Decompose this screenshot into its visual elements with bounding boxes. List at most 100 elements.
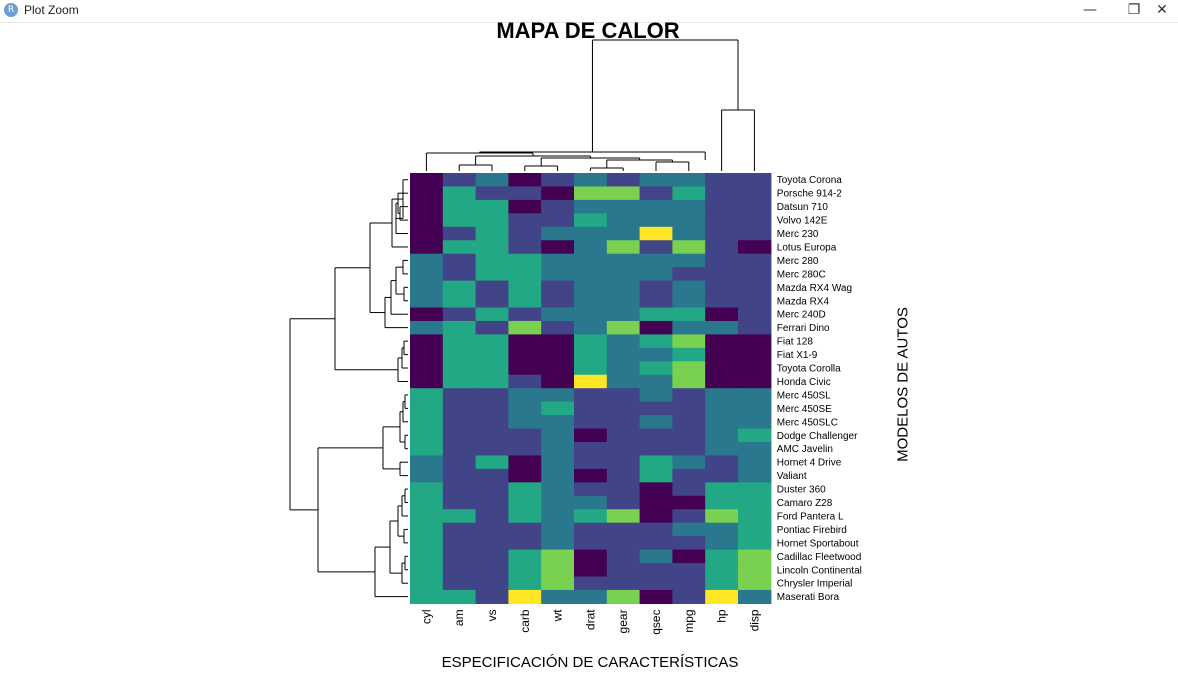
heatmap-cell — [475, 576, 509, 591]
heatmap-cell — [672, 401, 706, 416]
heatmap-cell — [738, 253, 772, 268]
heatmap-cell — [738, 509, 772, 524]
heatmap-cell — [541, 522, 575, 537]
heatmap-cell — [541, 240, 575, 255]
heatmap-cell — [541, 401, 575, 416]
heatmap-cell — [574, 482, 608, 497]
row-label: Merc 240D — [777, 310, 826, 321]
heatmap-cell — [442, 294, 477, 309]
heatmap-cell — [606, 482, 641, 497]
row-label: Cadillac Fleetwood — [777, 552, 862, 563]
heatmap-cell — [541, 509, 575, 524]
heatmap-cell — [410, 536, 444, 551]
heatmap-cell — [639, 240, 673, 255]
column-label: carb — [518, 609, 532, 633]
heatmap-cell — [738, 186, 772, 201]
heatmap-cell — [738, 374, 772, 389]
heatmap-cell — [705, 455, 739, 470]
heatmap-cell — [738, 549, 772, 564]
heatmap-cell — [705, 388, 739, 403]
heatmap-cell — [574, 388, 608, 403]
heatmap-cell — [639, 347, 673, 362]
close-button[interactable]: ✕ — [1156, 2, 1168, 18]
heatmap-cell — [508, 536, 542, 551]
heatmap-cell — [639, 388, 673, 403]
row-label: Toyota Corona — [777, 175, 842, 186]
heatmap-cell — [705, 468, 739, 483]
heatmap-cell — [410, 253, 444, 268]
heatmap-cell — [574, 199, 608, 214]
heatmap-cell — [442, 267, 477, 282]
heatmap-cell — [442, 307, 477, 322]
restore-button[interactable]: ❐ — [1127, 2, 1141, 18]
heatmap-cell — [574, 226, 608, 241]
heatmap-cell — [442, 401, 477, 416]
heatmap-cell — [738, 240, 772, 255]
heatmap-cell — [442, 320, 477, 335]
row-label: Pontiac Firebird — [777, 525, 847, 536]
heatmap-cell — [442, 428, 477, 443]
heatmap-cell — [672, 320, 706, 335]
heatmap-cell — [606, 294, 641, 309]
heatmap-cell — [475, 173, 509, 188]
heatmap-cell — [541, 374, 575, 389]
row-label: Fiat X1-9 — [777, 350, 818, 361]
heatmap-cell — [410, 549, 444, 564]
heatmap-cell — [606, 361, 641, 376]
heatmap-cell — [705, 267, 739, 282]
heatmap-cell — [508, 589, 542, 604]
heatmap-cell — [475, 199, 509, 214]
heatmap-cell — [639, 334, 673, 349]
heatmap-cell — [738, 455, 772, 470]
heatmap-cell — [606, 173, 641, 188]
heatmap-cell — [442, 334, 477, 349]
heatmap-cell — [606, 563, 641, 578]
row-label: Volvo 142E — [777, 216, 828, 227]
heatmap-cell — [672, 468, 706, 483]
row-label: Porsche 914-2 — [777, 189, 842, 200]
heatmap-cell — [508, 401, 542, 416]
chart-title: MAPA DE CALOR — [496, 18, 680, 43]
heatmap-cell — [541, 482, 575, 497]
heatmap-cell — [508, 361, 542, 376]
heatmap-cell — [738, 280, 772, 295]
heatmap-cell — [639, 294, 673, 309]
heatmap-cell — [705, 415, 739, 430]
heatmap-cell — [705, 549, 739, 564]
heatmap-cell — [541, 267, 575, 282]
heatmap-cell — [574, 563, 608, 578]
minimize-button[interactable]: — — [1083, 2, 1097, 18]
column-label: hp — [715, 609, 729, 623]
heatmap-cell — [541, 199, 575, 214]
row-label: Merc 280 — [777, 256, 819, 267]
heatmap-cell — [541, 361, 575, 376]
heatmap-cell — [508, 347, 542, 362]
heatmap-cell — [475, 186, 509, 201]
heatmap-cell — [738, 589, 772, 604]
heatmap-cell — [508, 522, 542, 537]
window-title: Plot Zoom — [24, 3, 79, 17]
heatmap-cell — [639, 442, 673, 457]
heatmap-cell — [672, 388, 706, 403]
heatmap-cell — [574, 280, 608, 295]
heatmap-cell — [508, 186, 542, 201]
heatmap-cell — [606, 509, 641, 524]
heatmap-cell — [410, 589, 444, 604]
row-label: Maserati Bora — [777, 592, 840, 603]
heatmap-cell — [705, 482, 739, 497]
heatmap-cell — [672, 173, 706, 188]
heatmap-cell — [410, 442, 444, 457]
heatmap-cell — [475, 482, 509, 497]
heatmap-cell — [442, 536, 477, 551]
heatmap-cell — [672, 294, 706, 309]
heatmap-cell — [541, 455, 575, 470]
heatmap-cell — [705, 320, 739, 335]
heatmap-cell — [475, 253, 509, 268]
row-label: Dodge Challenger — [777, 431, 858, 442]
column-label: disp — [747, 609, 761, 631]
heatmap-cell — [410, 455, 444, 470]
heatmap-cell — [574, 468, 608, 483]
heatmap-cell — [410, 415, 444, 430]
heatmap-cell — [410, 388, 444, 403]
heatmap-cell — [442, 563, 477, 578]
